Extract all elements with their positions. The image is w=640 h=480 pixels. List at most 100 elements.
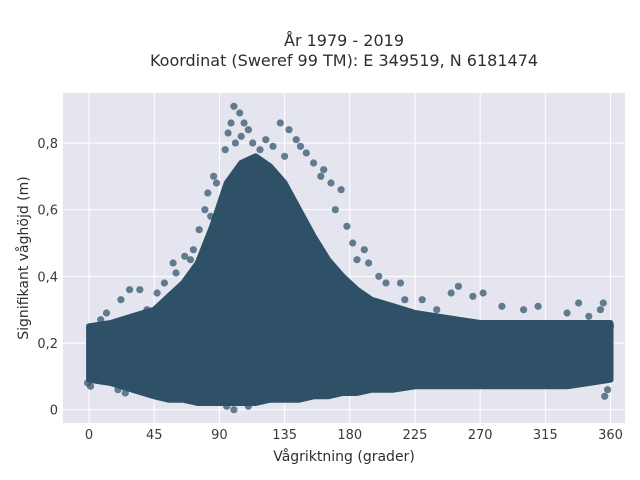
data-point — [575, 299, 583, 307]
y-tick-label: 0 — [50, 404, 58, 419]
data-point — [126, 286, 134, 294]
data-point — [114, 386, 122, 394]
data-point — [292, 136, 300, 144]
data-point — [189, 246, 197, 254]
data-point — [604, 386, 612, 394]
data-point — [210, 172, 218, 180]
x-tick-label: 225 — [403, 428, 428, 443]
data-point — [382, 279, 390, 287]
data-point — [447, 289, 455, 297]
data-point — [204, 189, 212, 197]
data-point — [88, 376, 96, 384]
data-point — [396, 279, 405, 287]
x-tick-label: 315 — [533, 428, 558, 443]
y-tick-label: 0,2 — [37, 337, 58, 352]
data-point — [349, 239, 357, 247]
data-point — [353, 256, 361, 264]
data-point — [534, 302, 542, 310]
data-point — [320, 166, 328, 174]
data-point — [302, 149, 310, 157]
point-cloud-band — [86, 153, 614, 406]
data-point — [221, 146, 229, 154]
data-point — [223, 402, 231, 410]
data-point — [296, 142, 305, 150]
data-point — [310, 159, 318, 167]
data-point — [249, 139, 257, 147]
data-point — [454, 282, 462, 290]
data-point — [601, 392, 609, 400]
data-point — [207, 212, 215, 220]
data-point — [585, 312, 593, 320]
y-tick-label: 0,4 — [37, 270, 58, 285]
data-point — [520, 306, 528, 314]
data-point — [244, 126, 252, 134]
data-point — [281, 152, 289, 160]
data-point — [276, 119, 284, 127]
data-point — [169, 259, 177, 267]
data-point — [231, 139, 239, 147]
data-point — [230, 406, 238, 414]
data-point — [230, 102, 238, 110]
data-point — [146, 329, 154, 337]
data-point — [86, 382, 95, 390]
data-point — [563, 309, 571, 317]
data-point — [269, 142, 277, 150]
data-point — [186, 256, 195, 264]
data-point — [331, 206, 339, 214]
x-tick-label: 90 — [211, 428, 228, 443]
data-point — [240, 119, 248, 127]
data-point — [136, 286, 144, 294]
tick-labels: 0 45 90 135 180 225 270 315 360 0 0,2 0,4 0,6 0,8 — [37, 137, 623, 443]
data-point — [479, 289, 487, 297]
data-point — [153, 289, 161, 297]
x-tick-label: 45 — [146, 428, 163, 443]
x-tick-label: 180 — [337, 428, 362, 443]
data-point — [469, 292, 477, 300]
data-point — [418, 296, 426, 304]
data-point — [160, 279, 168, 287]
data-point — [606, 322, 615, 330]
data-point — [121, 389, 129, 397]
data-point — [256, 146, 264, 154]
x-tick-label: 270 — [468, 428, 493, 443]
data-point — [365, 259, 373, 267]
chart-title-line-1: År 1979 - 2019 — [284, 31, 404, 50]
data-point — [401, 296, 409, 304]
data-point — [237, 132, 245, 140]
x-axis-label: Vågriktning (grader) — [273, 448, 415, 465]
data-point — [337, 186, 345, 194]
density-band — [86, 153, 614, 406]
data-point — [117, 296, 125, 304]
data-point — [327, 179, 335, 187]
data-point — [201, 206, 209, 214]
data-point — [317, 172, 325, 180]
data-point — [227, 119, 235, 127]
data-points — [84, 102, 615, 414]
data-point — [181, 252, 189, 260]
y-tick-label: 0,8 — [37, 137, 58, 152]
data-point — [143, 306, 151, 314]
data-point — [172, 269, 180, 277]
x-tick-label: 135 — [272, 428, 297, 443]
data-point — [360, 246, 368, 254]
y-axis-label: Signifikant våghöjd (m) — [15, 176, 32, 339]
data-point — [244, 402, 252, 410]
data-point — [97, 316, 105, 324]
data-point — [212, 179, 221, 187]
y-tick-label: 0,6 — [37, 204, 58, 219]
data-point — [375, 272, 383, 280]
x-tick-label: 0 — [85, 428, 93, 443]
data-point — [433, 306, 441, 314]
data-point — [224, 129, 232, 137]
data-point — [262, 136, 270, 144]
data-point — [343, 222, 351, 230]
x-tick-label: 360 — [598, 428, 623, 443]
data-point — [599, 299, 607, 307]
data-point — [236, 109, 244, 117]
data-point — [285, 126, 293, 134]
data-point — [195, 226, 203, 234]
data-point — [102, 309, 111, 317]
data-point — [498, 302, 506, 310]
